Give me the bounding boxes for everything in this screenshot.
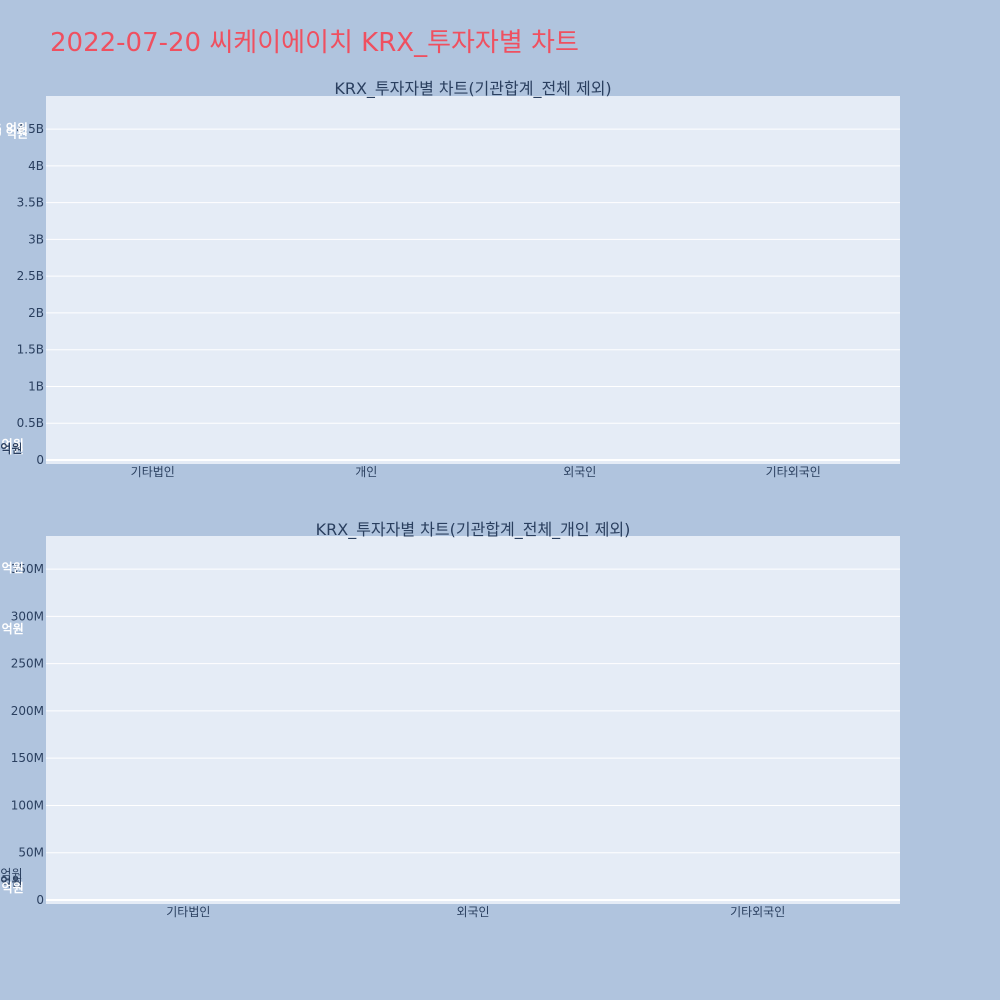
x-tick-label: 기타외국인 xyxy=(766,465,821,479)
data-label: 0.2 억원 xyxy=(0,442,22,456)
y-tick-label: 150M xyxy=(11,751,44,765)
data-label: 0.1 억원 xyxy=(0,442,22,456)
x-tick-label: 기타외국인 xyxy=(730,905,785,919)
data-label: 0.2 억원 xyxy=(0,867,22,881)
y-tick-label: 2B xyxy=(28,306,44,320)
y-tick-label: 250M xyxy=(11,657,44,671)
y-tick-label: 100M xyxy=(11,798,44,812)
y-tick-label: 2.5B xyxy=(17,269,44,283)
data-label: 46.6 억원 xyxy=(0,121,28,135)
data-label: 0.1 억원 xyxy=(0,442,22,456)
data-label: 0.2 억원 xyxy=(0,881,24,895)
y-tick-label: 200M xyxy=(11,704,44,718)
data-label: 0.1 억원 xyxy=(0,874,22,888)
x-tick-label: 외국인 xyxy=(456,905,489,919)
y-tick-label: 0 xyxy=(36,453,44,467)
page-title: 2022-07-20 씨케이에이치 KRX_투자자별 차트 xyxy=(50,28,579,58)
y-tick-label: 4B xyxy=(28,159,44,173)
x-tick-label: 개인 xyxy=(355,465,377,479)
x-tick-label: 기타법인 xyxy=(131,465,175,479)
y-tick-label: 0.5B xyxy=(17,416,44,430)
x-tick-label: 외국인 xyxy=(563,465,596,479)
x-tick-label: 기타법인 xyxy=(166,905,210,919)
data-label: 45.9 억원 xyxy=(0,126,28,140)
plot-area-1 xyxy=(46,96,900,464)
y-tick-label: 4.5B xyxy=(17,122,44,136)
y-tick-label: 1.5B xyxy=(17,343,44,357)
data-label: 0.1 억원 xyxy=(0,875,22,889)
chart-title-2: KRX_투자자별 차트(기관합계_전체_개인 제외) xyxy=(316,520,631,540)
y-tick-label: 0 xyxy=(36,893,44,907)
data-label: 3.6 억원 xyxy=(0,438,24,452)
y-tick-label: 300M xyxy=(11,609,44,623)
plot-area-2 xyxy=(46,536,900,904)
chart-title-1: KRX_투자자별 차트(기관합계_전체 제외) xyxy=(334,79,611,99)
y-tick-label: 50M xyxy=(18,846,44,860)
y-tick-label: 1B xyxy=(28,379,44,393)
y-tick-label: 3.5B xyxy=(17,196,44,210)
data-label: 0.2 억원 xyxy=(0,442,22,456)
data-label: 3.0 억원 xyxy=(0,442,24,456)
y-tick-label: 350M xyxy=(11,562,44,576)
y-tick-label: 3B xyxy=(28,232,44,246)
data-label: 3.6 억원 xyxy=(0,561,24,575)
data-label: 3.0 억원 xyxy=(0,622,24,636)
